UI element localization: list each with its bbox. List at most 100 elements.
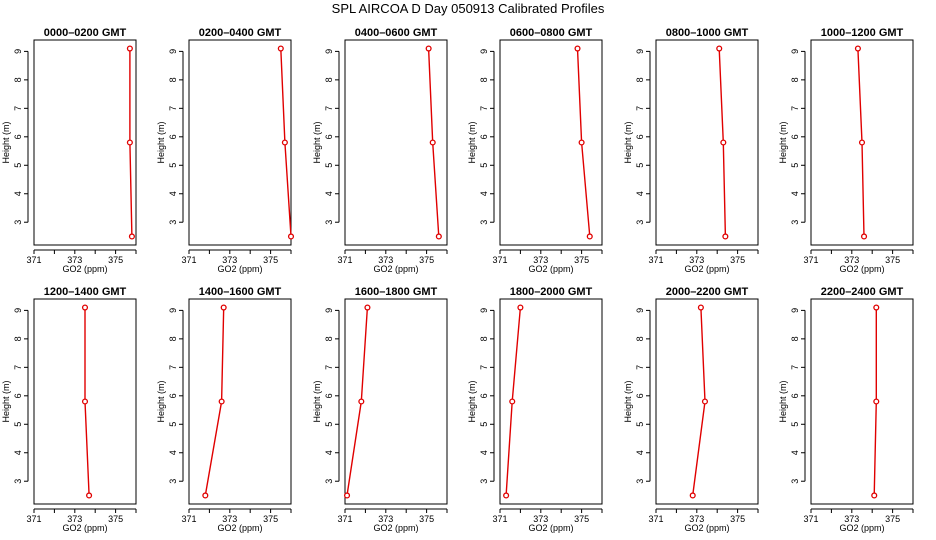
x-tick-label: 373	[533, 514, 548, 524]
data-point	[858, 139, 866, 146]
y-tick-label: 5	[13, 422, 23, 427]
panel-title: 1800–2000 GMT	[510, 286, 593, 298]
y-tick-label: 9	[790, 49, 800, 54]
data-point	[854, 45, 861, 52]
y-tick-label: 7	[13, 106, 23, 111]
y-tick-label: 7	[790, 365, 800, 370]
data-point	[220, 304, 227, 311]
y-tick-label: 3	[790, 220, 800, 225]
panel-title: 0400–0600 GMT	[355, 27, 438, 39]
y-tick-label: 3	[635, 220, 645, 225]
data-point	[277, 45, 284, 52]
data-point	[202, 492, 209, 499]
data-point	[128, 233, 135, 240]
plot-frame	[188, 39, 292, 246]
y-axis-label: Height (m)	[156, 380, 166, 422]
data-point	[697, 304, 704, 311]
data-point	[873, 304, 880, 311]
data-point	[722, 233, 729, 240]
x-axis-label: GO2 (ppm)	[62, 264, 107, 274]
x-axis-label: GO2 (ppm)	[528, 523, 573, 533]
x-tick-label: 371	[181, 514, 196, 524]
y-tick-label: 3	[13, 220, 23, 225]
x-axis-label: GO2 (ppm)	[62, 523, 107, 533]
plot-frame	[499, 298, 603, 505]
y-tick-label: 6	[635, 393, 645, 398]
data-point	[586, 233, 593, 240]
plot-frame	[33, 39, 137, 246]
plot-frame	[499, 39, 603, 246]
plot-frame	[344, 298, 448, 505]
y-tick-label: 5	[635, 422, 645, 427]
y-tick-label: 4	[790, 450, 800, 455]
y-tick-label: 8	[324, 77, 334, 82]
x-tick-label: 375	[419, 514, 434, 524]
y-tick-label: 8	[168, 77, 178, 82]
plot-frame	[810, 298, 914, 505]
data-point	[503, 492, 510, 499]
y-tick-label: 8	[790, 336, 800, 341]
x-tick-label: 375	[730, 255, 745, 265]
data-point	[358, 398, 365, 405]
x-tick-label: 371	[648, 255, 663, 265]
x-tick-label: 371	[337, 514, 352, 524]
data-point	[429, 139, 436, 146]
x-tick-label: 375	[108, 514, 123, 524]
x-axis-label: GO2 (ppm)	[839, 264, 884, 274]
y-tick-label: 9	[790, 308, 800, 313]
x-axis-label: GO2 (ppm)	[684, 264, 729, 274]
x-axis-label: GO2 (ppm)	[373, 523, 418, 533]
data-point	[281, 139, 288, 146]
data-point	[364, 304, 371, 311]
x-tick-label: 373	[533, 255, 548, 265]
y-tick-label: 3	[168, 479, 178, 484]
data-point	[578, 139, 585, 146]
y-tick-label: 3	[790, 479, 800, 484]
x-tick-label: 371	[648, 514, 663, 524]
y-tick-label: 4	[790, 191, 800, 196]
y-tick-label: 3	[324, 479, 334, 484]
y-tick-label: 7	[168, 365, 178, 370]
x-tick-label: 375	[263, 255, 278, 265]
y-tick-label: 4	[479, 191, 489, 196]
y-tick-label: 4	[635, 450, 645, 455]
figure-title: SPL AIRCOA D Day 050913 Calibrated Profi…	[331, 1, 605, 16]
data-point	[435, 233, 442, 240]
data-point	[126, 45, 133, 52]
y-tick-label: 3	[168, 220, 178, 225]
data-point	[517, 304, 524, 311]
y-tick-label: 9	[635, 308, 645, 313]
x-axis-label: GO2 (ppm)	[217, 264, 262, 274]
y-tick-label: 4	[324, 450, 334, 455]
y-tick-label: 9	[13, 49, 23, 54]
y-tick-label: 9	[324, 49, 334, 54]
y-axis-label: Height (m)	[1, 380, 11, 422]
x-tick-label: 375	[263, 514, 278, 524]
data-point	[873, 398, 880, 405]
y-tick-label: 7	[324, 106, 334, 111]
data-point	[701, 398, 709, 405]
panel-title: 0600–0800 GMT	[510, 27, 593, 39]
x-tick-label: 375	[419, 255, 434, 265]
y-tick-label: 5	[324, 163, 334, 168]
x-tick-label: 375	[730, 514, 745, 524]
panel-title: 1400–1600 GMT	[199, 286, 282, 298]
data-point	[720, 139, 727, 146]
y-tick-label: 9	[13, 308, 23, 313]
plot-frame	[344, 39, 448, 246]
y-tick-label: 7	[168, 106, 178, 111]
y-tick-label: 8	[13, 336, 23, 341]
y-tick-label: 6	[168, 134, 178, 139]
y-tick-label: 5	[168, 163, 178, 168]
x-tick-label: 375	[885, 255, 900, 265]
y-tick-label: 3	[13, 479, 23, 484]
y-tick-label: 8	[635, 336, 645, 341]
